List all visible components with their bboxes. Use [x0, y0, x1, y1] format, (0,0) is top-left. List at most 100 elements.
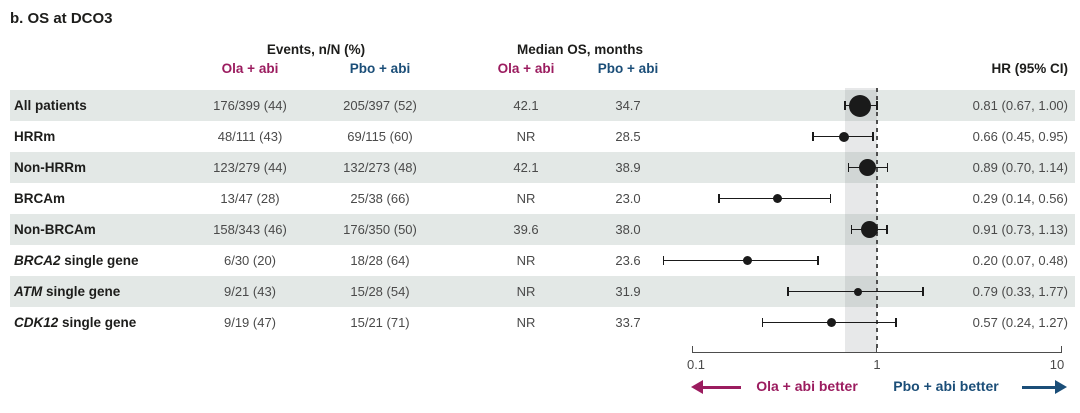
gene-name: CDK12	[14, 315, 59, 330]
subgroup-label: CDK12 single gene	[14, 315, 137, 330]
median-pbo-value: 31.9	[615, 284, 641, 299]
table-row: All patients 176/399 (44) 205/397 (52) 42.1…	[10, 90, 1075, 121]
subgroup-label: Non-HRRm	[14, 160, 86, 175]
hr-point-marker	[743, 256, 753, 265]
events-pbo-value: 15/21 (71)	[350, 315, 410, 330]
legend-ola-better: Ola + abi better	[756, 378, 858, 394]
x-axis-label-10: 10	[1049, 357, 1065, 372]
events-ola-value: 176/399 (44)	[213, 98, 287, 113]
legend-pbo-better: Pbo + abi better	[893, 378, 999, 394]
ci-end-cap	[761, 318, 764, 327]
table-row: BRCAm 13/47 (28) 25/38 (66) NR 23.0 0.29 (0.1…	[10, 183, 1075, 214]
median-ola-value: NR	[516, 191, 536, 206]
right-arrow-icon	[1055, 380, 1067, 394]
median-pbo-value: 28.5	[615, 129, 641, 144]
median-pbo-value: 38.0	[615, 222, 641, 237]
median-column-header: Median OS, months	[516, 42, 644, 57]
events-pbo-value: 132/273 (48)	[343, 160, 417, 175]
median-ola-value: NR	[516, 129, 536, 144]
events-pbo-value: 205/397 (52)	[343, 98, 417, 113]
hr-point-marker	[859, 159, 877, 176]
hr-point-marker	[838, 131, 849, 142]
hr-ci-value: 0.91 (0.73, 1.13)	[972, 222, 1068, 237]
hr-ci-value: 0.81 (0.67, 1.00)	[972, 98, 1068, 113]
ci-end-cap	[886, 163, 889, 172]
events-ola-value: 9/21 (43)	[223, 284, 277, 299]
events-ola-value: 6/30 (20)	[223, 253, 277, 268]
left-arrow-icon	[691, 380, 703, 394]
median-ola-value: NR	[516, 315, 536, 330]
hr-ci-value: 0.79 (0.33, 1.77)	[972, 284, 1068, 299]
events-ola-value: 13/47 (28)	[220, 191, 280, 206]
table-row: Non-BRCAm 158/343 (46) 176/350 (50) 39.6 38.…	[10, 214, 1075, 245]
hr-shaded-band	[844, 88, 877, 352]
x-axis-label-1: 1	[873, 357, 881, 372]
events-column-header: Events, n/N (%)	[266, 42, 366, 57]
median-pbo-value: 33.7	[615, 315, 641, 330]
events-pbo-value: 69/115 (60)	[347, 129, 413, 144]
hr-point-marker	[860, 221, 878, 238]
events-ola-value: 48/111 (43)	[217, 129, 283, 144]
events-ola-value: 9/19 (47)	[223, 315, 277, 330]
x-axis-tick-10	[1061, 346, 1063, 352]
median-pbo-value: 34.7	[615, 98, 641, 113]
subgroup-label: BRCAm	[14, 191, 66, 206]
median-ola-subheader: Ola + abi	[497, 61, 555, 76]
x-axis-label-01: 0.1	[686, 357, 706, 372]
hr-point-marker	[854, 287, 863, 296]
subgroup-label: HRRm	[14, 129, 56, 144]
ci-whisker	[663, 259, 818, 262]
events-pbo-subheader: Pbo + abi	[349, 61, 411, 76]
ci-end-cap	[817, 256, 819, 265]
x-axis-tick-1	[876, 346, 878, 352]
subgroup-label: Non-BRCAm	[14, 222, 96, 237]
right-arrow-line	[1022, 386, 1056, 389]
gene-name: ATM	[14, 284, 43, 299]
events-pbo-value: 25/38 (66)	[350, 191, 410, 206]
ci-end-cap	[812, 132, 814, 141]
x-axis-tick-01	[692, 346, 694, 352]
x-axis-line	[692, 352, 1062, 354]
ci-end-cap	[847, 163, 850, 172]
left-arrow-line	[701, 386, 741, 389]
reference-line-hr1	[876, 88, 878, 352]
gene-name: BRCA2	[14, 253, 61, 268]
figure-title: b. OS at DCO3	[10, 10, 113, 27]
events-ola-value: 123/279 (44)	[213, 160, 287, 175]
hr-ci-value: 0.66 (0.45, 0.95)	[972, 129, 1068, 144]
ci-end-cap	[662, 256, 665, 265]
ci-end-cap	[718, 194, 720, 203]
events-pbo-value: 15/28 (54)	[350, 284, 410, 299]
ci-end-cap	[850, 225, 853, 234]
hr-point-marker	[773, 194, 783, 203]
median-ola-value: 42.1	[513, 98, 539, 113]
median-ola-value: 42.1	[513, 160, 539, 175]
median-pbo-value: 38.9	[615, 160, 641, 175]
hr-column-header: HR (95% CI)	[991, 61, 1068, 76]
table-row: CDK12 single gene 9/19 (47) 15/21 (71) NR 33…	[10, 307, 1075, 338]
events-ola-value: 158/343 (46)	[213, 222, 287, 237]
hr-point-marker	[827, 318, 837, 327]
ci-end-cap	[844, 101, 846, 110]
events-pbo-value: 176/350 (50)	[343, 222, 417, 237]
subgroup-label: All patients	[14, 98, 87, 113]
ci-end-cap	[886, 225, 888, 234]
hr-ci-value: 0.57 (0.24, 1.27)	[972, 315, 1068, 330]
hr-ci-value: 0.20 (0.07, 0.48)	[972, 253, 1068, 268]
table-row: Non-HRRm 123/279 (44) 132/273 (48) 42.1 38.9…	[10, 152, 1075, 183]
table-row: BRCA2 single gene 6/30 (20) 18/28 (64) NR 23…	[10, 245, 1075, 276]
subgroup-label: ATM single gene	[14, 284, 121, 299]
median-pbo-value: 23.0	[615, 191, 641, 206]
hr-point-marker	[849, 94, 872, 117]
ci-end-cap	[922, 287, 924, 296]
median-ola-value: NR	[516, 284, 536, 299]
subgroup-label: BRCA2 single gene	[14, 253, 139, 268]
ci-end-cap	[895, 318, 897, 327]
median-pbo-subheader: Pbo + abi	[597, 61, 659, 76]
hr-ci-value: 0.89 (0.70, 1.14)	[972, 160, 1068, 175]
median-pbo-value: 23.6	[615, 253, 641, 268]
ci-end-cap	[872, 132, 874, 141]
events-ola-subheader: Ola + abi	[221, 61, 279, 76]
ci-end-cap	[787, 287, 789, 296]
